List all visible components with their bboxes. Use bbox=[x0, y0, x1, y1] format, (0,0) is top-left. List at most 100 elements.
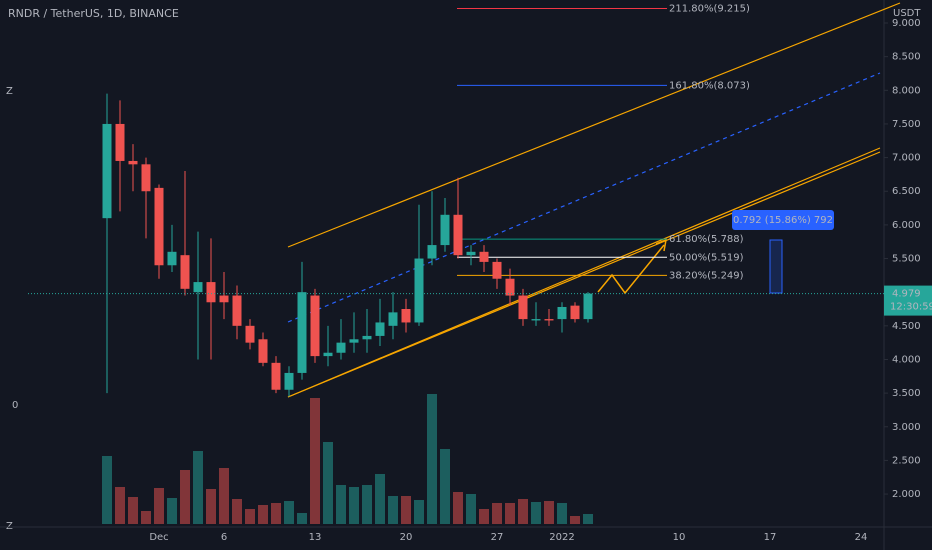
candle-body bbox=[232, 295, 242, 326]
volume-bar bbox=[206, 489, 216, 524]
candle-body bbox=[492, 261, 502, 279]
volume-bar bbox=[427, 394, 437, 524]
volume-bar bbox=[323, 442, 333, 524]
candle-body bbox=[102, 123, 112, 219]
candle-body bbox=[323, 352, 333, 357]
volume-bar bbox=[531, 502, 541, 524]
y-tick-label: 5.500 bbox=[892, 254, 921, 265]
candle-body bbox=[193, 282, 203, 293]
projection-path bbox=[597, 244, 665, 295]
candle-body bbox=[557, 306, 567, 320]
volume-bar bbox=[193, 451, 203, 524]
x-tick-label: 17 bbox=[764, 532, 777, 543]
left-scale-label: 0 bbox=[12, 400, 18, 411]
y-tick-label: 4.500 bbox=[892, 321, 921, 332]
candle-body bbox=[505, 278, 515, 296]
fib-label: 161.80%(8.073) bbox=[669, 80, 750, 91]
volume-bar bbox=[180, 470, 190, 524]
candle-body bbox=[570, 305, 580, 320]
candle-body bbox=[583, 293, 593, 320]
candle-body bbox=[336, 342, 346, 353]
x-tick-label: 13 bbox=[309, 532, 322, 543]
volume-bar bbox=[479, 509, 489, 524]
volume-bar bbox=[570, 516, 580, 524]
volume-bar bbox=[310, 398, 320, 524]
x-tick-label: 2022 bbox=[549, 532, 574, 543]
x-tick-label: 27 bbox=[491, 532, 504, 543]
channel-middle bbox=[287, 72, 881, 323]
volume-bar bbox=[141, 511, 151, 524]
candle-body bbox=[388, 312, 398, 326]
y-tick-label: 2.500 bbox=[892, 455, 921, 466]
x-tick-label: 24 bbox=[855, 532, 868, 543]
candle-body bbox=[349, 339, 359, 343]
y-tick-label: 6.000 bbox=[892, 220, 921, 231]
drawings bbox=[287, 2, 901, 398]
volume-bar bbox=[453, 492, 463, 524]
volume-bar bbox=[505, 503, 515, 524]
candle-body bbox=[141, 164, 151, 192]
volume-bar bbox=[583, 514, 593, 524]
volume-bar bbox=[245, 509, 255, 524]
chart-title: RNDR / TetherUS, 1D, BINANCE bbox=[8, 7, 179, 20]
volume-bar bbox=[518, 499, 528, 524]
measure-label: 0.792 (15.86%) 792 bbox=[733, 215, 833, 226]
candle-body bbox=[427, 245, 437, 259]
candle-body bbox=[544, 319, 554, 321]
volume-bar bbox=[167, 498, 177, 524]
volume-bar bbox=[271, 503, 281, 524]
currency-label: USDT bbox=[893, 8, 921, 19]
y-tick-label: 7.500 bbox=[892, 119, 921, 130]
x-tick-label: 20 bbox=[400, 532, 413, 543]
volume-bar bbox=[466, 494, 476, 524]
x-tick-label: 6 bbox=[221, 532, 227, 543]
volume-bar bbox=[102, 456, 112, 524]
y-tick-label: 2.000 bbox=[892, 489, 921, 500]
volume-bar bbox=[349, 487, 359, 524]
y-tick-label: 9.000 bbox=[892, 18, 921, 29]
volume-bar bbox=[388, 496, 398, 524]
candle-body bbox=[245, 325, 255, 343]
y-tick-label: 4.000 bbox=[892, 354, 921, 365]
y-tick-label: 3.000 bbox=[892, 422, 921, 433]
volume-bar bbox=[362, 485, 372, 524]
candle-body bbox=[440, 214, 450, 246]
candle-body bbox=[180, 255, 190, 289]
volume-bar bbox=[401, 496, 411, 524]
candle-body bbox=[466, 251, 476, 256]
candle-body bbox=[310, 295, 320, 357]
volume-bar bbox=[297, 513, 307, 524]
candle-body bbox=[362, 335, 372, 340]
fib-label: 38.20%(5.249) bbox=[669, 270, 744, 281]
candle-body bbox=[167, 251, 177, 266]
y-tick-label: 3.500 bbox=[892, 388, 921, 399]
projection-arrow bbox=[655, 238, 667, 252]
x-tick-label: 10 bbox=[673, 532, 686, 543]
volume-bar bbox=[492, 503, 502, 524]
volume-bar bbox=[414, 500, 424, 524]
candle-body bbox=[375, 322, 385, 336]
fib-label: 211.80%(9.215) bbox=[669, 4, 750, 15]
y-tick-label: 7.000 bbox=[892, 153, 921, 164]
volume-bar bbox=[128, 497, 138, 524]
y-tick-label: 6.500 bbox=[892, 186, 921, 197]
volume-bar bbox=[115, 487, 125, 524]
channel-lower bbox=[287, 147, 881, 398]
channel-lower bbox=[287, 151, 881, 398]
countdown-label: 12:30:59 bbox=[890, 302, 932, 313]
candle-body bbox=[271, 362, 281, 390]
volume-bar bbox=[219, 468, 229, 524]
volume-bar bbox=[336, 485, 346, 524]
volume-bar bbox=[154, 488, 164, 524]
toolbar-icon[interactable]: Z bbox=[6, 86, 13, 97]
candle-body bbox=[401, 309, 411, 323]
fib-label: 61.80%(5.788) bbox=[669, 234, 744, 245]
y-tick-label: 8.500 bbox=[892, 52, 921, 63]
volume-bar bbox=[375, 474, 385, 524]
volume-bar bbox=[232, 499, 242, 524]
candle-body bbox=[479, 251, 489, 262]
candle-body bbox=[453, 214, 463, 256]
x-tick-label: Dec bbox=[149, 532, 168, 543]
